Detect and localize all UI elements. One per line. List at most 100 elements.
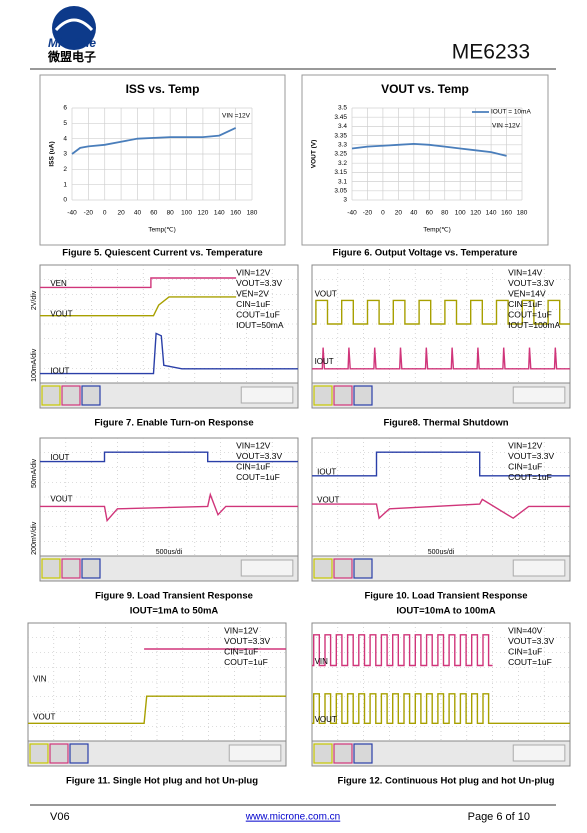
trace-label: VOUT [33, 713, 55, 722]
figure-caption: Figure 7. Enable Turn-on Response [94, 418, 253, 429]
test-condition: VIN=14V [508, 267, 543, 277]
test-condition: VIN=12V [236, 440, 271, 450]
y-axis-label: ISS (uA) [49, 141, 56, 166]
figure-subcaption: IOUT=1mA to 50mA [130, 606, 219, 617]
x-tick-label: 180 [247, 210, 258, 217]
logo: MicrOne [48, 36, 96, 50]
scope-channel-box [313, 385, 333, 406]
y-tick-label: 3.4 [338, 123, 347, 130]
test-condition: VOUT=3.3V [508, 278, 554, 288]
x-tick-label: 180 [517, 210, 528, 217]
scope-channel-box [49, 743, 69, 764]
y-tick-label: 3.05 [334, 188, 347, 195]
x-tick-label: 40 [410, 210, 418, 217]
trace-label: VOUT [50, 494, 72, 503]
scope-capture: VEN VOUT IOUT VIN=12VVOUT=3.3VVEN=2VCIN=1uF… [31, 264, 299, 409]
test-condition: VOUT=3.3V [236, 278, 282, 288]
trace-label: IOUT [50, 366, 69, 375]
scope-channel-box [81, 558, 101, 579]
test-condition: COUT=1uF [236, 472, 280, 482]
trace-label: VIN [315, 657, 329, 666]
test-condition: CIN=1uF [508, 646, 542, 656]
scope-scale-label: 2V/div [31, 290, 38, 310]
scope-trace [312, 347, 570, 370]
figure-caption: Figure 11. Single Hot plug and hot Un-pl… [66, 776, 258, 787]
test-condition: VEN=2V [236, 288, 269, 298]
x-tick-label: 60 [150, 210, 158, 217]
x-tick-label: -20 [84, 210, 94, 217]
y-tick-label: 3.25 [334, 151, 347, 158]
logo-cn: 微盟电子 [47, 49, 96, 64]
test-condition: VOUT=3.3V [508, 451, 554, 461]
scope-channel-box [41, 558, 61, 579]
scope-channel-box [313, 743, 333, 764]
figure-caption: Figure 12. Continuous Hot plug and hot U… [338, 776, 555, 787]
y-tick-label: 0 [63, 197, 67, 204]
x-tick-label: 80 [167, 210, 175, 217]
scope-capture: VOUT IOUT VIN=14VVOUT=3.3VVEN=14VCIN=1uFCO… [311, 264, 571, 409]
version: V06 [50, 811, 70, 823]
y-tick-label: 4 [63, 135, 67, 142]
scope-channel-box [41, 385, 61, 406]
x-tick-label: 100 [181, 210, 192, 217]
y-tick-label: 3.5 [338, 105, 347, 112]
x-tick-label: 80 [441, 210, 449, 217]
x-axis-label: Temp(℃) [148, 227, 176, 234]
y-tick-label: 3 [343, 197, 347, 204]
scope-channel-box [333, 385, 353, 406]
x-tick-label: -40 [67, 210, 77, 217]
chart-frame [39, 74, 286, 246]
scope-channel-box [69, 743, 89, 764]
x-tick-label: -40 [347, 210, 357, 217]
test-condition: CIN=1uF [508, 299, 542, 309]
series-line [351, 142, 507, 157]
trace-label: VOUT [315, 290, 337, 299]
trace-label: IOUT [315, 357, 334, 366]
trace-label: VIN [33, 675, 47, 684]
y-axis-label: VOUT (V) [311, 140, 318, 169]
scope-trace [312, 634, 493, 667]
x-tick-label: 160 [230, 210, 241, 217]
scope-trace [40, 332, 298, 375]
test-condition: IOUT=50mA [236, 320, 284, 330]
test-condition: COUT=1uF [508, 309, 552, 319]
test-condition: IOUT=100mA [508, 320, 561, 330]
scope-trace [40, 296, 237, 317]
trace-label: VOUT [317, 496, 339, 505]
scope-channel-box [333, 743, 353, 764]
scope-trace [28, 695, 286, 725]
test-condition: VIN=12V [508, 440, 543, 450]
figure-caption: Figure8. Thermal Shutdown [383, 418, 508, 429]
y-tick-label: 3 [63, 151, 67, 158]
test-condition: VOUT=3.3V [224, 636, 270, 646]
part-number: ME6233 [452, 41, 530, 64]
test-condition: VIN=12V [224, 625, 259, 635]
x-tick-label: 60 [426, 210, 434, 217]
chart-title: ISS vs. Temp [126, 82, 200, 96]
y-tick-label: 3.1 [338, 178, 347, 185]
url[interactable]: www.microne.com.cn [245, 812, 340, 823]
scope-channel-box [353, 558, 373, 579]
scope-trace [40, 277, 237, 289]
y-tick-label: 1 [63, 181, 67, 188]
legend-label: IOUT = 10mA [491, 109, 531, 116]
trace-label: IOUT [50, 453, 69, 462]
scope-trace [40, 492, 298, 523]
y-tick-label: 3.3 [338, 142, 347, 149]
y-tick-label: 6 [63, 105, 67, 112]
y-tick-label: 3.45 [334, 114, 347, 121]
figure-subcaption: IOUT=10mA to 100mA [396, 606, 495, 617]
x-tick-label: 0 [381, 210, 385, 217]
x-tick-label: 120 [470, 210, 481, 217]
scope-scale-label: 50mA/div [31, 458, 38, 488]
scope-trace [40, 451, 298, 463]
x-tick-label: 120 [197, 210, 208, 217]
y-tick-label: 3.35 [334, 132, 347, 139]
figure-caption: Figure 5. Quiescent Current vs. Temperat… [62, 248, 262, 259]
test-condition: COUT=1uF [508, 472, 552, 482]
scope-trace [312, 498, 570, 520]
scope-readout [240, 559, 294, 577]
scope-channel-box [61, 385, 81, 406]
